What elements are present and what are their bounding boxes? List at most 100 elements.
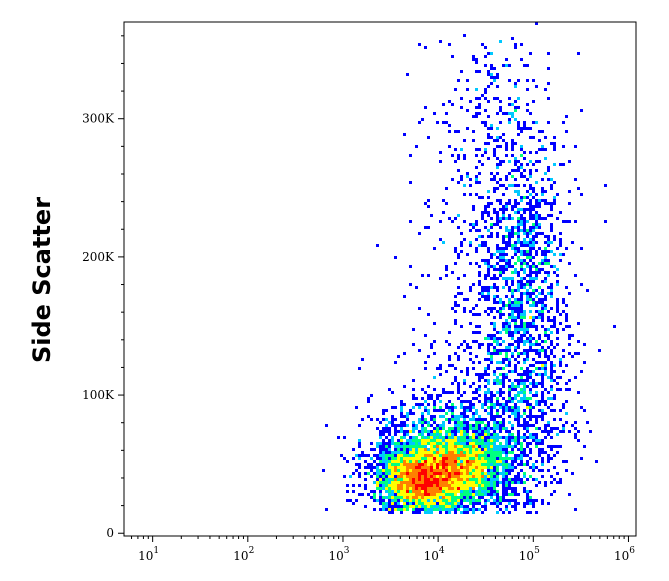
event-dot	[496, 262, 499, 265]
event-dot	[475, 451, 478, 454]
event-dot	[499, 145, 502, 148]
event-dot	[553, 316, 556, 319]
event-dot	[499, 109, 502, 112]
event-dot	[457, 421, 460, 424]
event-dot	[439, 427, 442, 430]
event-dot	[532, 319, 535, 322]
event-dot	[478, 430, 481, 433]
event-dot	[535, 214, 538, 217]
event-dot	[568, 262, 571, 265]
event-dot	[496, 481, 499, 484]
event-dot	[445, 445, 448, 448]
event-dot	[526, 367, 529, 370]
event-dot	[544, 88, 547, 91]
event-dot	[541, 130, 544, 133]
x-tick-label: 106	[614, 546, 635, 563]
event-dot	[412, 469, 415, 472]
event-dot	[526, 355, 529, 358]
event-dot	[475, 97, 478, 100]
event-dot	[496, 361, 499, 364]
event-dot	[565, 286, 568, 289]
event-dot	[409, 505, 412, 508]
event-dot	[514, 268, 517, 271]
event-dot	[478, 172, 481, 175]
event-dot	[556, 304, 559, 307]
event-dot	[493, 322, 496, 325]
event-dot	[454, 367, 457, 370]
event-dot	[496, 484, 499, 487]
event-dot	[496, 502, 499, 505]
event-dot	[556, 388, 559, 391]
event-dot	[502, 349, 505, 352]
event-dot	[481, 448, 484, 451]
event-dot	[442, 487, 445, 490]
event-dot	[409, 496, 412, 499]
event-dot	[496, 376, 499, 379]
event-dot	[388, 481, 391, 484]
event-dot	[511, 307, 514, 310]
event-dot	[364, 487, 367, 490]
event-dot	[553, 142, 556, 145]
event-dot	[499, 481, 502, 484]
event-dot	[562, 460, 565, 463]
event-dot	[451, 481, 454, 484]
event-dot	[454, 472, 457, 475]
event-dot	[457, 427, 460, 430]
event-dot	[442, 496, 445, 499]
event-dot	[358, 439, 361, 442]
event-dot	[523, 157, 526, 160]
event-dot	[520, 199, 523, 202]
event-dot	[538, 313, 541, 316]
event-dot	[532, 187, 535, 190]
event-dot	[511, 499, 514, 502]
event-dot	[394, 424, 397, 427]
event-dot	[544, 412, 547, 415]
event-dot	[436, 454, 439, 457]
event-dot	[493, 439, 496, 442]
event-dot	[454, 460, 457, 463]
event-dot	[454, 448, 457, 451]
event-dot	[550, 409, 553, 412]
event-dot	[526, 424, 529, 427]
event-dot	[496, 400, 499, 403]
event-dot	[397, 484, 400, 487]
event-dot	[517, 412, 520, 415]
event-dot	[505, 208, 508, 211]
event-dot	[385, 409, 388, 412]
event-dot	[400, 409, 403, 412]
event-dot	[505, 487, 508, 490]
event-dot	[511, 37, 514, 40]
event-dot	[466, 400, 469, 403]
event-dot	[535, 85, 538, 88]
event-dot	[454, 502, 457, 505]
event-dot	[523, 331, 526, 334]
event-dot	[523, 229, 526, 232]
event-dot	[535, 421, 538, 424]
event-dot	[508, 421, 511, 424]
event-dot	[433, 340, 436, 343]
event-dot	[382, 508, 385, 511]
event-dot	[454, 457, 457, 460]
event-dot	[505, 490, 508, 493]
event-dot	[427, 436, 430, 439]
event-dot	[526, 178, 529, 181]
event-dot	[466, 508, 469, 511]
event-dot	[415, 463, 418, 466]
x-tick-label: 101	[138, 546, 159, 563]
event-dot	[493, 268, 496, 271]
event-dot	[466, 127, 469, 130]
event-dot	[502, 445, 505, 448]
event-dot	[418, 349, 421, 352]
event-dot	[487, 229, 490, 232]
event-dot	[568, 430, 571, 433]
event-dot	[547, 406, 550, 409]
event-dot	[472, 490, 475, 493]
event-dot	[484, 403, 487, 406]
event-dot	[544, 172, 547, 175]
event-dot	[487, 115, 490, 118]
event-dot	[472, 511, 475, 514]
event-dot	[514, 475, 517, 478]
event-dot	[526, 265, 529, 268]
event-dot	[520, 145, 523, 148]
event-dot	[562, 298, 565, 301]
